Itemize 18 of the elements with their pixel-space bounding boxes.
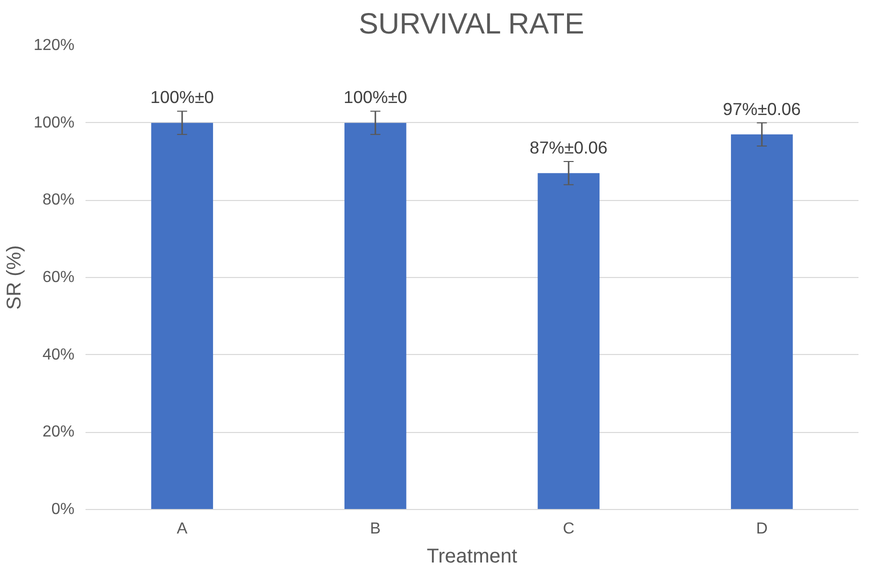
x-tick-label: D — [756, 520, 768, 538]
x-tick-label: A — [176, 520, 188, 538]
y-tick-label: 120% — [34, 37, 74, 54]
data-label: 100%±0 — [150, 87, 214, 108]
y-tick-label: 0% — [51, 501, 74, 518]
y-tick-label: 80% — [42, 192, 75, 209]
x-tick-label: B — [370, 520, 381, 538]
chart-title: SURVIVAL RATE — [358, 8, 584, 40]
x-axis-title: Treatment — [426, 546, 518, 568]
data-label: 100%±0 — [344, 87, 408, 108]
data-label: 97%±0.06 — [722, 98, 801, 119]
y-tick-label: 20% — [42, 424, 75, 441]
y-tick-label: 40% — [42, 346, 75, 364]
y-tick-label: 100% — [34, 114, 74, 132]
y-axis-title: SR (%) — [4, 245, 26, 310]
y-tick-label: 60% — [42, 269, 75, 286]
x-tick-label: C — [562, 520, 574, 538]
data-label: 87%±0.06 — [530, 138, 608, 158]
